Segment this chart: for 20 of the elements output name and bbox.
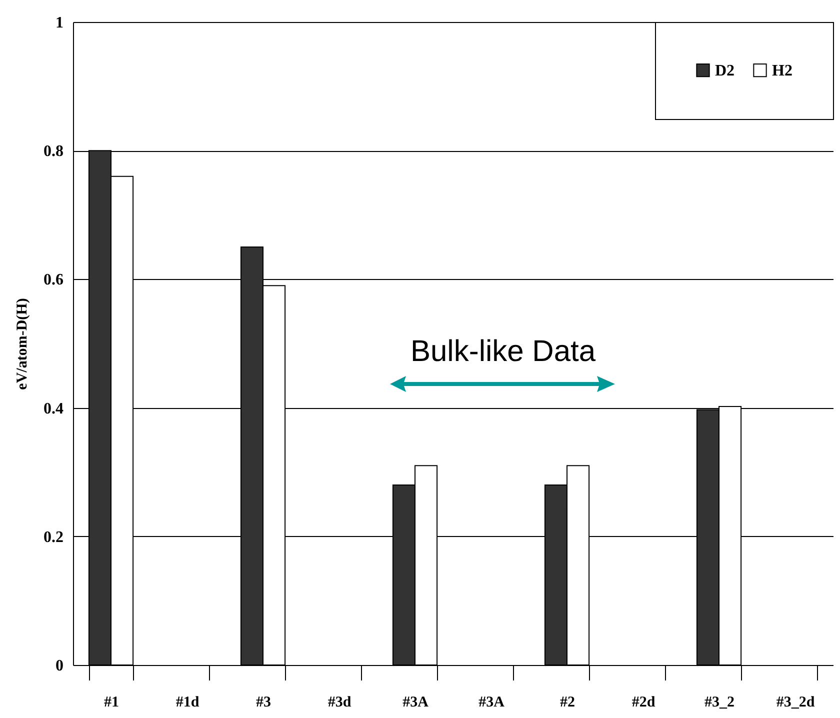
x-tick-label: #3_2 bbox=[704, 694, 734, 710]
y-tick-label: 0.2 bbox=[44, 528, 64, 546]
x-tick-label: #2 bbox=[560, 694, 575, 710]
x-tick-label: #3_2d bbox=[776, 694, 816, 710]
y-tick-label: 0.4 bbox=[44, 400, 64, 418]
x-tick-label: #1 bbox=[104, 694, 119, 710]
y-tick-label: 1 bbox=[56, 14, 64, 32]
x-tick-label: #1d bbox=[176, 694, 200, 710]
x-tick-label: #2d bbox=[632, 694, 656, 710]
x-tick-label: #3A bbox=[402, 694, 429, 710]
y-tick-label: 0 bbox=[56, 658, 64, 674]
y-tick-label: 0.8 bbox=[44, 143, 64, 160]
x-tick-label: #3 bbox=[256, 694, 271, 710]
y-axis-title: eV/atom-D(H) bbox=[14, 298, 30, 390]
annotation: Bulk-like Data bbox=[410, 335, 596, 368]
x-tick-label: #3A bbox=[478, 694, 505, 710]
y-tick-label: 0.6 bbox=[44, 272, 64, 289]
x-tick-label: #3d bbox=[328, 694, 352, 710]
legend-label: D2 bbox=[715, 62, 735, 80]
legend-label: H2 bbox=[772, 62, 792, 80]
